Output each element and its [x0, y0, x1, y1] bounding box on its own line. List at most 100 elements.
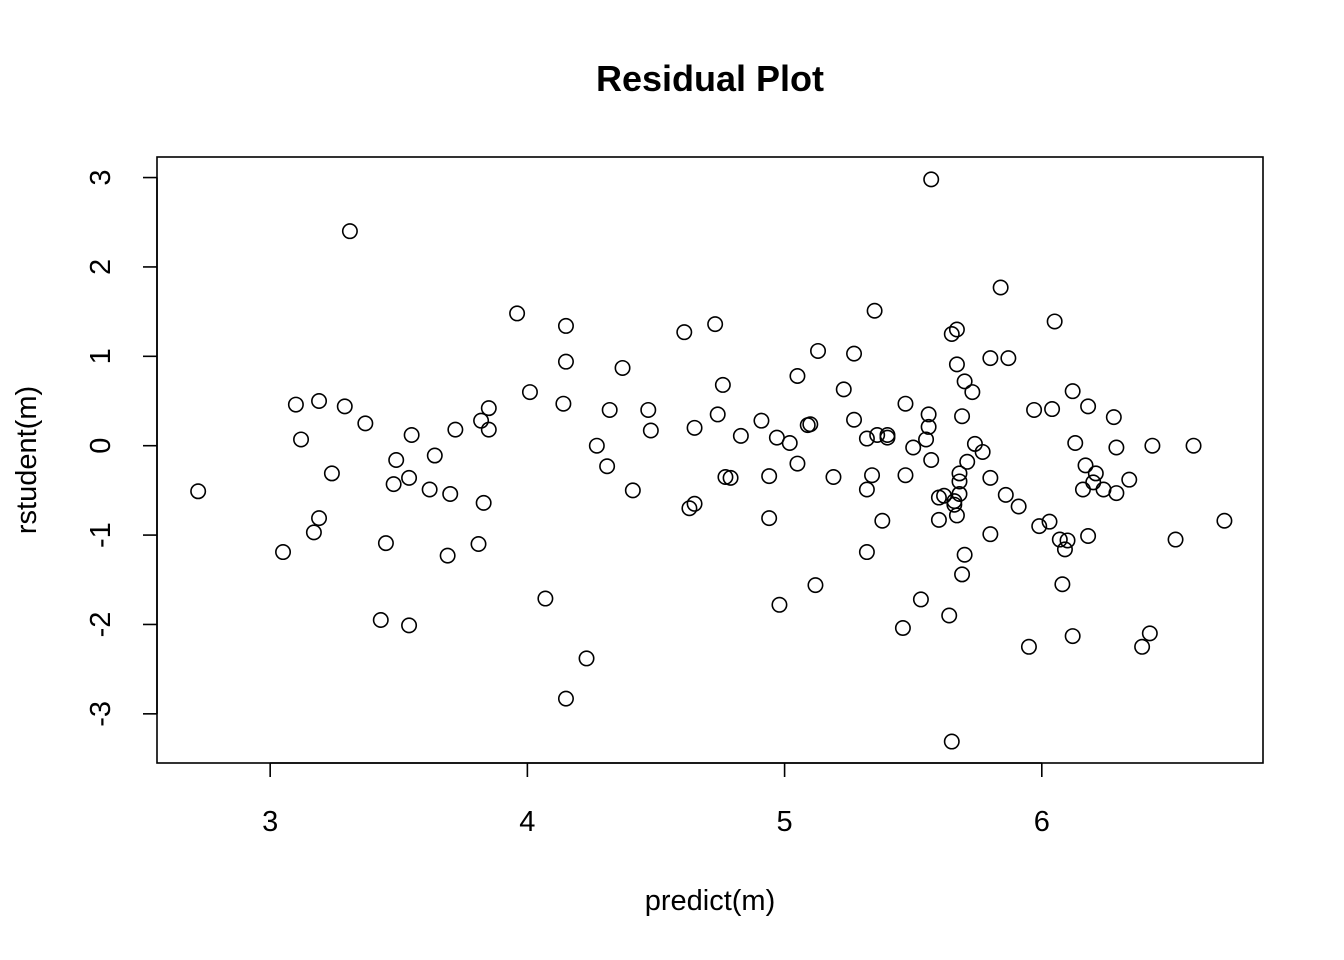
scatter-point: [1059, 532, 1076, 549]
scatter-point: [1051, 531, 1068, 548]
scatter-point: [707, 316, 724, 333]
scatter-point: [403, 426, 420, 443]
x-axis: 3 4 5 6: [262, 762, 1050, 838]
scatter-point: [537, 590, 554, 607]
scatter-point: [943, 325, 960, 342]
x-tick-label: 3: [262, 806, 278, 838]
y-tick-label: -2: [85, 612, 117, 638]
scatter-point: [966, 435, 983, 452]
scatter-point: [722, 469, 739, 486]
scatter-point: [1074, 481, 1091, 498]
scatter-point: [1080, 527, 1097, 544]
scatter-point: [930, 511, 947, 528]
scatter-point: [709, 406, 726, 423]
scatter-point: [846, 345, 863, 362]
scatter-point: [555, 395, 572, 412]
scatter-point: [858, 481, 875, 498]
y-tick-label: 0: [85, 438, 117, 454]
scatter-point: [992, 279, 1009, 296]
scatter-point: [601, 401, 618, 418]
scatter-point: [761, 468, 778, 485]
scatter-point: [686, 419, 703, 436]
scatter-point: [948, 356, 965, 373]
scatter-point: [599, 458, 616, 475]
scatter-point: [686, 495, 703, 512]
scatter-point: [879, 429, 896, 446]
scatter-point: [1046, 313, 1063, 330]
scatter-point: [982, 469, 999, 486]
plot-frame: [156, 156, 1264, 764]
scatter-point: [357, 415, 374, 432]
scatter-point: [421, 481, 438, 498]
scatter-point: [846, 411, 863, 428]
scatter-point: [640, 401, 657, 418]
scatter-point: [732, 427, 749, 444]
scatter-point: [439, 547, 456, 564]
scatter-point: [1064, 383, 1081, 400]
y-tick-label: -1: [85, 522, 117, 548]
scatter-point: [1087, 465, 1104, 482]
y-tick-label: -3: [85, 701, 117, 727]
scatter-point: [275, 544, 292, 561]
scatter-points: [190, 171, 1233, 750]
scatter-point: [1041, 513, 1058, 530]
scatter-point: [982, 526, 999, 543]
scatter-point: [874, 512, 891, 529]
scatter-point: [941, 607, 958, 624]
scatter-point: [557, 317, 574, 334]
scatter-point: [475, 494, 492, 511]
scatter-point: [943, 733, 960, 750]
x-tick-label: 5: [777, 806, 793, 838]
scatter-point: [951, 485, 968, 502]
scatter-point: [509, 305, 526, 322]
scatter-point: [470, 536, 487, 553]
scatter-point: [1054, 576, 1071, 593]
scatter-point: [1026, 401, 1043, 418]
scatter-point: [588, 437, 605, 454]
scatter-point: [974, 443, 991, 460]
scatter-point: [864, 467, 881, 484]
scatter-point: [982, 350, 999, 367]
scatter-point: [714, 376, 731, 393]
scatter-point: [1044, 401, 1061, 418]
scatter-point: [858, 430, 875, 447]
scatter-point: [771, 596, 788, 613]
scatter-point: [825, 468, 842, 485]
scatter-point: [385, 476, 402, 493]
scatter-point: [920, 418, 937, 435]
scatter-point: [1000, 350, 1017, 367]
scatter-point: [1020, 638, 1037, 655]
scatter-point: [323, 465, 340, 482]
scatter-point: [1216, 512, 1233, 529]
scatter-point: [1031, 518, 1048, 535]
scatter-point: [521, 384, 538, 401]
scatter-point: [1108, 439, 1125, 456]
scatter-point: [557, 353, 574, 370]
scatter-point: [1105, 409, 1122, 426]
y-axis: -3 -2 -1 0 1 2 3: [85, 169, 158, 727]
scatter-point: [959, 453, 976, 470]
scatter-point: [336, 398, 353, 415]
scatter-point: [642, 422, 659, 439]
scatter-point: [1134, 638, 1151, 655]
scatter-point: [1144, 437, 1161, 454]
scatter-point: [190, 483, 207, 500]
scatter-point: [442, 485, 459, 502]
scatter-point: [802, 416, 819, 433]
scatter-point: [557, 690, 574, 707]
scatter-point: [869, 426, 886, 443]
scatter-point: [447, 421, 464, 438]
scatter-point: [964, 384, 981, 401]
scatter-point: [948, 507, 965, 524]
scatter-point: [956, 546, 973, 563]
scatter-point: [287, 396, 304, 413]
scatter-point: [951, 473, 968, 490]
scatter-point: [866, 302, 883, 319]
y-tick-label: 1: [85, 348, 117, 364]
scatter-point: [789, 455, 806, 472]
scatter-point: [923, 451, 940, 468]
scatter-point: [1056, 541, 1073, 558]
scatter-point: [920, 406, 937, 423]
scatter-point: [948, 321, 965, 338]
